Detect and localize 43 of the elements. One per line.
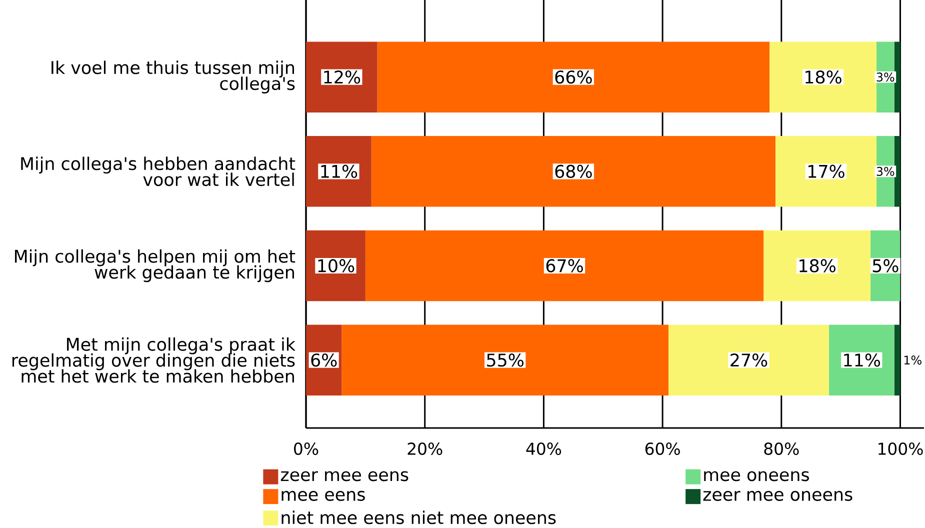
x-tick-label: 80% xyxy=(764,442,799,455)
bar xyxy=(306,42,378,112)
data-label: 17% xyxy=(808,164,844,178)
data-label: 67% xyxy=(546,259,583,272)
x-tick-label: 100% xyxy=(878,442,923,455)
data-label: 11% xyxy=(844,353,880,367)
bar xyxy=(377,42,770,112)
data-label: 11% xyxy=(321,164,358,178)
y-tick-label: Mijn collega's hebben aandacht voor wat ik vertel xyxy=(21,156,296,186)
x-tick-label: 60% xyxy=(645,442,680,455)
data-label: 18% xyxy=(800,259,836,272)
data-label: 3% xyxy=(876,166,894,176)
data-label: 18% xyxy=(806,70,842,84)
y-tick-label: Met mijn collega's praat ik regelmatig over dingen die niets met het werk te maken hebben xyxy=(12,337,296,383)
x-tick-label: 40% xyxy=(526,442,562,455)
data-label: 55% xyxy=(487,353,524,367)
data-label: 68% xyxy=(555,164,592,178)
data-label: 5% xyxy=(872,259,898,272)
bar xyxy=(365,230,764,302)
legend-label: zeer mee oneens xyxy=(703,490,852,501)
legend-label: niet mee eens niet mee oneens xyxy=(282,510,556,524)
data-label: 27% xyxy=(730,353,768,367)
bar xyxy=(775,136,876,207)
bar xyxy=(342,324,668,396)
x-tick-label: 20% xyxy=(408,442,442,455)
bar xyxy=(371,136,776,207)
bar xyxy=(828,324,894,396)
bar xyxy=(770,42,876,112)
x-tick-label: 0% xyxy=(294,442,318,455)
data-label: 66% xyxy=(555,70,592,84)
data-label: 12% xyxy=(324,70,360,84)
bar xyxy=(668,324,829,396)
legend-label: zeer mee eens xyxy=(280,471,408,482)
data-label: 6% xyxy=(311,353,337,367)
y-tick-label: Mijn collega's helpen mij om het werk gedaan te krijgen xyxy=(15,249,296,282)
legend-label: mee oneens xyxy=(704,471,809,482)
bar xyxy=(764,230,871,302)
data-label: 1% xyxy=(904,356,922,365)
data-label: 10% xyxy=(318,259,354,272)
data-label: 3% xyxy=(876,72,894,82)
bar xyxy=(894,324,900,396)
y-tick-label: Ik voel me thuis tussen mijn collega's xyxy=(52,60,295,94)
legend-label: mee eens xyxy=(282,490,365,501)
